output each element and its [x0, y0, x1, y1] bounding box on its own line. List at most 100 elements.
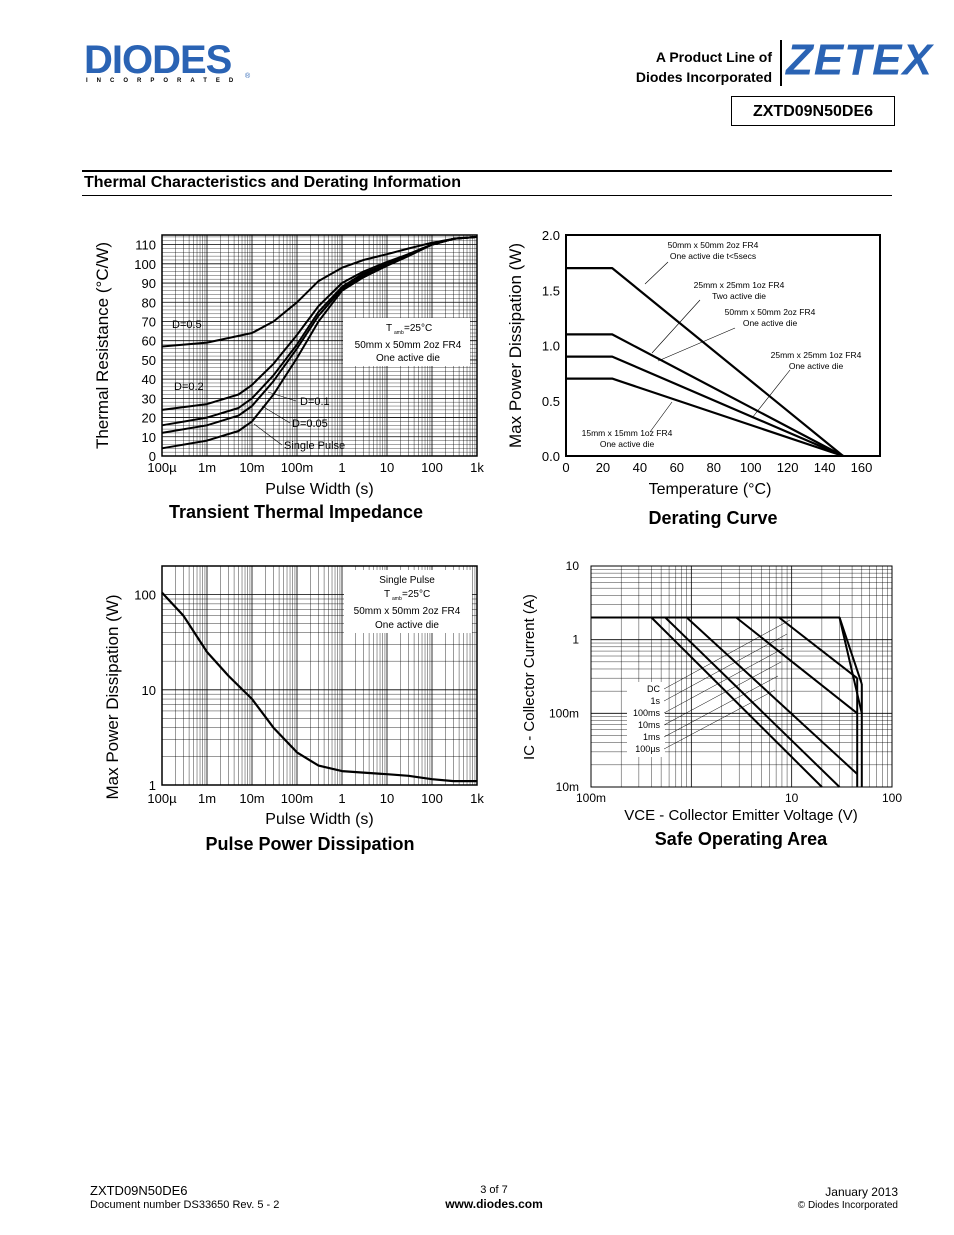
x-tick-label: 10m	[239, 791, 264, 806]
x-tick-label: 10	[785, 791, 799, 805]
x-tick-label: 120	[777, 460, 799, 475]
series-label: D=0.5	[172, 319, 202, 331]
leader-line	[644, 261, 669, 285]
x-tick-label: 100	[421, 460, 443, 475]
y-tick-label: 20	[142, 411, 156, 426]
x-axis-label: Pulse Width (s)	[265, 811, 373, 828]
plot-frame	[590, 565, 893, 788]
diodes-logo: DIODES	[84, 38, 232, 82]
leader-line	[663, 633, 788, 702]
y-tick-label: 60	[142, 334, 156, 349]
chart-title: Derating Curve	[648, 508, 777, 528]
legend-label: 1s	[650, 696, 660, 706]
leader-line	[649, 401, 673, 433]
x-tick-label: 140	[814, 460, 836, 475]
series-label: D=0.1	[300, 396, 330, 408]
x-tick-label: 20	[596, 460, 610, 475]
y-tick-label: 0.0	[542, 449, 560, 464]
x-tick-label: 1	[338, 460, 345, 475]
series-label: One active die t<5secs	[670, 251, 756, 261]
series-label: Single Pulse	[284, 440, 345, 452]
series-label: One active die	[789, 361, 844, 371]
y-axis-label: IC - Collector Current (A)	[521, 594, 538, 760]
x-tick-label: 100m	[576, 791, 606, 805]
footer-part: ZXTD09N50DE6	[90, 1183, 188, 1198]
annotation-text: One active die	[376, 353, 440, 364]
x-tick-label: 40	[633, 460, 647, 475]
x-tick-label: 80	[707, 460, 721, 475]
y-tick-label: 90	[142, 276, 156, 291]
annotation-text: =25°C	[404, 323, 432, 334]
section-rule-bottom	[82, 195, 892, 196]
y-axis-label: Max Power Dissipation (W)	[103, 595, 122, 800]
annotation-text: Single Pulse	[379, 575, 435, 586]
annotation-text: T	[384, 589, 390, 600]
leader-line	[663, 647, 785, 714]
y-tick-label: 100	[134, 257, 156, 272]
y-tick-label: 100	[134, 588, 156, 603]
series-label: One active die	[743, 318, 798, 328]
product-line-1: A Product Line of	[655, 49, 772, 65]
x-tick-label: 0	[562, 460, 569, 475]
y-tick-label: 1	[149, 778, 156, 793]
y-tick-label: 2.0	[542, 228, 560, 243]
x-tick-label: 160	[851, 460, 873, 475]
leader-line	[663, 689, 776, 750]
header-divider	[780, 40, 782, 86]
series-label: 25mm x 25mm 1oz FR4	[694, 280, 785, 290]
legend-label: 100µs	[635, 744, 660, 754]
y-tick-label: 10m	[556, 780, 579, 794]
footer-doc: Document number DS33650 Rev. 5 - 2	[90, 1199, 280, 1211]
series-line	[566, 267, 844, 457]
series-label: 25mm x 25mm 1oz FR4	[771, 350, 862, 360]
x-tick-label: 60	[670, 460, 684, 475]
x-tick-label: 1	[338, 791, 345, 806]
annotation-bg	[344, 570, 472, 633]
x-tick-label: 10	[380, 791, 394, 806]
diodes-logo-subtext: INCORPORATED	[86, 78, 243, 84]
chart-title: Safe Operating Area	[655, 829, 828, 849]
x-tick-label: 100	[882, 791, 902, 805]
x-tick-label: 100m	[281, 460, 314, 475]
footer-url[interactable]: www.diodes.com	[445, 1197, 543, 1211]
annotation-text: amb	[392, 596, 402, 602]
x-tick-label: 1m	[198, 460, 216, 475]
x-tick-label: 100µ	[147, 791, 177, 806]
leader-line	[261, 405, 291, 424]
series-label: 50mm x 50mm 2oz FR4	[668, 240, 759, 250]
registered-mark: ®	[245, 73, 251, 80]
series-label: 15mm x 15mm 1oz FR4	[582, 428, 673, 438]
leader-line	[253, 423, 283, 446]
footer-center: 3 of 7 www.diodes.com	[427, 1183, 561, 1211]
product-line-2: Diodes Incorporated	[635, 69, 772, 85]
x-tick-label: 10m	[239, 460, 264, 475]
leader-line	[657, 327, 736, 362]
annotation-text: =25°C	[402, 589, 430, 600]
y-tick-label: 1.0	[542, 339, 560, 354]
plot-frame	[161, 565, 478, 786]
y-axis-label: Thermal Resistance (°C/W)	[93, 242, 112, 449]
legend-bg	[627, 682, 665, 757]
footer-date: January 2013	[825, 1185, 898, 1199]
leader-line	[651, 299, 701, 354]
y-tick-label: 70	[142, 314, 156, 329]
series-line	[566, 333, 844, 457]
footer-left: ZXTD09N50DE6 Document number DS33650 Rev…	[90, 1183, 279, 1213]
legend-label: DC	[647, 684, 660, 694]
annotation-text: T	[386, 323, 392, 334]
y-tick-label: 80	[142, 295, 156, 310]
legend-label: 10ms	[638, 720, 661, 730]
product-line: A Product Line of Diodes Incorporated	[636, 47, 772, 87]
y-tick-label: 100m	[549, 706, 579, 720]
x-tick-label: 100m	[281, 791, 314, 806]
y-tick-label: 10	[566, 559, 580, 573]
plot-frame	[161, 234, 478, 457]
x-tick-label: 100	[421, 791, 443, 806]
x-tick-label: 1k	[470, 460, 484, 475]
x-tick-label: 100µ	[147, 460, 177, 475]
x-axis-label: Temperature (°C)	[649, 481, 772, 498]
plot-frame	[565, 234, 881, 457]
part-number-box: ZXTD09N50DE6	[731, 96, 895, 126]
y-tick-label: 1	[572, 633, 579, 647]
